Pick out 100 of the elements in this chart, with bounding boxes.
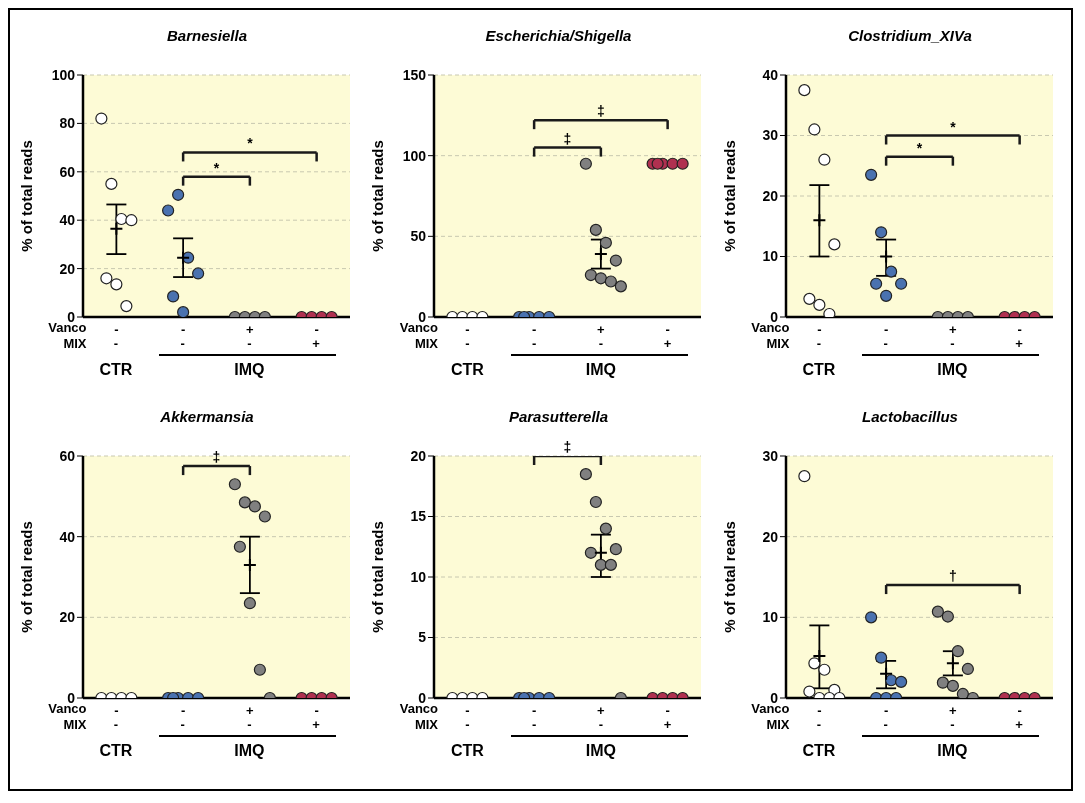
text: -: [950, 336, 955, 351]
text: IMQ: [234, 742, 265, 760]
y-tick-label: 100: [402, 147, 427, 164]
text: IMQ: [585, 361, 616, 379]
text: CTR: [99, 742, 133, 760]
text: IMQ: [937, 742, 968, 760]
y-axis-title: % of total reads: [369, 521, 387, 633]
text: +: [663, 717, 672, 732]
text: CTR: [802, 361, 836, 379]
y-tick-label: 40: [58, 212, 75, 229]
text: -: [883, 717, 888, 732]
x-tick-label: -: [313, 703, 319, 719]
annotation: †: [948, 568, 957, 585]
x-tick-label: -: [113, 703, 119, 719]
text: -: [180, 717, 185, 732]
annotation: *: [949, 118, 956, 135]
x-tick-label: -: [531, 322, 537, 338]
text: MIX: [63, 717, 87, 732]
text: -: [598, 336, 604, 351]
text: CTR: [450, 742, 484, 760]
text: -: [113, 336, 119, 351]
text: -: [247, 717, 252, 732]
y-axis-title: % of total reads: [17, 521, 35, 633]
x-tick-label: +: [597, 703, 606, 719]
text: CTR: [450, 361, 484, 379]
x-tick-label: -: [531, 703, 537, 719]
text: MIX: [766, 717, 790, 732]
y-tick-label: 20: [58, 609, 75, 626]
x-tick-label: -: [665, 322, 670, 338]
text: -: [598, 717, 604, 732]
y-tick-label: 100: [51, 66, 75, 83]
annotation: ‡: [563, 130, 572, 147]
y-tick-label: 0: [418, 689, 427, 706]
chart-title: Lactobacillus: [861, 408, 959, 427]
text: -: [531, 717, 537, 732]
y-tick-label: 0: [769, 689, 778, 706]
y-tick-label: 10: [410, 568, 427, 585]
x-tick-label: -: [313, 322, 319, 338]
y-tick-label: 30: [761, 447, 778, 464]
x-tick-label: +: [948, 322, 957, 338]
y-tick-label: 10: [761, 609, 778, 626]
x-tick-label: +: [948, 703, 957, 719]
chart-title: Clostridium_XIVa: [847, 27, 973, 46]
annotation: ‡: [212, 449, 220, 466]
y-tick-label: 50: [410, 228, 427, 245]
x-tick-label: -: [180, 322, 185, 338]
text: IMQ: [585, 742, 616, 760]
y-tick-label: 0: [418, 308, 427, 325]
y-axis-title: % of total reads: [369, 140, 387, 252]
y-axis-title: % of total reads: [720, 140, 738, 252]
annotation: *: [246, 135, 253, 152]
text: IMQ: [937, 361, 968, 379]
y-tick-label: 20: [761, 528, 778, 545]
y-tick-label: 60: [58, 447, 75, 464]
x-tick-label: -: [883, 703, 888, 719]
text: -: [113, 717, 119, 732]
x-tick-label: -: [180, 703, 185, 719]
text: CTR: [99, 361, 133, 379]
y-tick-label: 30: [761, 127, 778, 144]
y-tick-label: 5: [418, 629, 427, 646]
y-tick-label: 0: [769, 308, 778, 325]
text: IMQ: [234, 361, 265, 379]
x-tick-label: -: [816, 703, 822, 719]
text: -: [883, 336, 888, 351]
annotation: *: [213, 159, 220, 176]
y-tick-label: 20: [410, 447, 427, 464]
x-tick-label: -: [465, 703, 470, 719]
chart-title: Parasutterella: [507, 408, 610, 427]
chart-title: Escherichia/Shigella: [484, 27, 633, 46]
text: ‡: [563, 439, 572, 455]
y-tick-label: 20: [761, 187, 778, 204]
x-tick-label: -: [883, 322, 888, 338]
y-tick-label: 40: [58, 528, 75, 545]
x-tick-label: -: [1016, 703, 1022, 719]
y-axis-title: % of total reads: [720, 521, 738, 633]
text: +: [663, 336, 672, 351]
y-tick-label: 0: [66, 308, 75, 325]
x-tick-label: -: [465, 322, 470, 338]
chart-title: Barnesiella: [165, 27, 248, 46]
text: -: [816, 336, 822, 351]
annotation: *: [916, 139, 923, 156]
y-tick-label: 10: [761, 248, 778, 265]
text: -: [465, 717, 470, 732]
text: -: [950, 717, 955, 732]
text: CTR: [802, 742, 836, 760]
x-tick-label: +: [597, 322, 606, 338]
text: MIX: [414, 717, 438, 732]
y-tick-label: 20: [58, 260, 75, 277]
y-tick-label: 0: [66, 689, 75, 706]
chart-title: Akkermansia: [159, 408, 255, 427]
text: MIX: [766, 336, 790, 351]
text: -: [465, 336, 470, 351]
text: MIX: [63, 336, 87, 351]
y-tick-label: 15: [410, 508, 427, 525]
x-tick-label: -: [665, 703, 670, 719]
text: +: [312, 717, 320, 732]
x-tick-label: +: [245, 703, 254, 719]
text: +: [312, 336, 320, 351]
y-tick-label: 150: [402, 66, 427, 83]
y-tick-label: 60: [58, 163, 75, 180]
